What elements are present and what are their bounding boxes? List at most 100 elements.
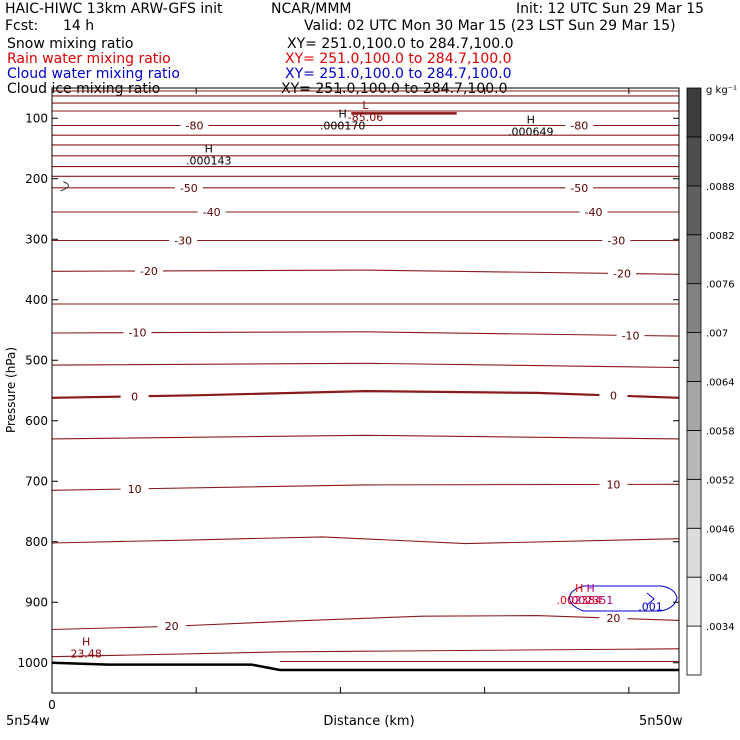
x-axis: 0: [48, 88, 630, 712]
isotherm-label: 0: [131, 390, 138, 403]
colorbar-swatch: [686, 185, 702, 236]
isotherm-5: [51, 434, 680, 440]
isotherm-label-bg: [599, 477, 628, 491]
field-rain-name: Rain water mixing ratio: [7, 51, 171, 67]
isotherm-label-bg: [120, 389, 149, 403]
plot-frame: [51, 87, 680, 694]
terrain-line: [51, 661, 679, 672]
colorbar-swatch: [686, 478, 702, 529]
colorbar-swatch: [686, 283, 702, 333]
y-axis-label: Pressure (hPa): [4, 347, 18, 433]
colorbar-label: .0052: [706, 475, 735, 486]
colorbar: .0034 .004 .0046 .0052 .0058 .0064 .007 .0076 .0…: [686, 87, 735, 676]
field-cloudwater-name: Cloud water mixing ratio: [7, 66, 180, 82]
extremum-h: H: [527, 114, 535, 127]
colorbar-swatch: [686, 381, 702, 431]
colorbar-swatch: [686, 430, 702, 480]
isotherm-20: [51, 615, 680, 631]
isotherm-label: -30: [607, 234, 625, 247]
extremum-value: .000170: [320, 120, 366, 133]
colorbar-swatch: [686, 625, 702, 676]
isotherm-label-bg: [599, 611, 628, 625]
x-end-location: 5n50w: [639, 714, 683, 729]
field-snow-name: Snow mixing ratio: [7, 36, 134, 52]
extremum-h: H: [82, 636, 90, 649]
y-tick-label: 800: [25, 535, 48, 549]
isotherm-label-bg: [174, 180, 203, 194]
model-title: HAIC-HIWC 13km ARW-GFS init: [5, 1, 223, 17]
colorbar-label: .0094: [706, 133, 735, 144]
y-tick-label: 200: [25, 172, 48, 186]
temperature-contours: -80 -80 -50 -50 -40 -40 -30 -30 -20 -20 -10 -10 0 0 10…: [51, 90, 680, 663]
isotherm-label: -40: [203, 206, 221, 219]
isotherm-label-bg: [157, 619, 186, 633]
colorbar-label: .0046: [706, 524, 735, 535]
isotherm-label: -30: [174, 234, 192, 247]
isotherm-label: -80: [570, 120, 588, 133]
extremum-h: H: [575, 582, 583, 595]
colorbar-swatch: [686, 234, 702, 285]
colorbar-label: .004: [706, 573, 728, 584]
fcst-label: Fcst:: [5, 18, 39, 34]
y-tick-label: 400: [25, 293, 48, 307]
isotherm-label: -50: [180, 182, 198, 195]
colorbar-label: .007: [706, 329, 728, 340]
extremum-h: H: [205, 143, 213, 156]
colorbar-swatch: [686, 87, 702, 138]
extremum-value: .002384: [557, 594, 603, 607]
small-contour-fragment: [60, 181, 69, 192]
field-snow-xsec: XY= 251.0,100.0 to 284.7,100.0: [287, 36, 514, 52]
cloud-water-arrow: [646, 592, 655, 606]
y-tick-label: 900: [25, 595, 48, 609]
extremum-value: 23.48: [70, 648, 102, 661]
isotherm-label-bg: [134, 263, 163, 277]
y-tick-label: 100: [25, 111, 48, 125]
isotherm-label-bg: [579, 205, 608, 219]
extremum-value: .000649: [508, 126, 554, 139]
isotherm-label-bg: [599, 388, 628, 402]
isotherm-22: [51, 648, 680, 658]
colorbar-label: .0082: [706, 231, 735, 242]
y-tick-label: 500: [25, 353, 48, 367]
isotherm-label-bg: [602, 233, 631, 247]
extremum-value: .000143: [186, 155, 232, 168]
y-tick-label: 1000: [17, 656, 48, 670]
isotherm-label-bg: [180, 118, 209, 132]
extremum-h: H: [339, 108, 347, 121]
isotherm-label-bg: [616, 328, 645, 342]
isotherm-label: -40: [585, 206, 603, 219]
colorbar-swatch: [686, 332, 702, 382]
org-label: NCAR/MMM: [271, 1, 352, 17]
colorbar-label: .0088: [706, 182, 735, 193]
isotherm-label-bg: [197, 205, 226, 219]
isotherm-10: [51, 483, 680, 491]
isotherm-label: -50: [570, 182, 588, 195]
x-start-location: 5n54w: [6, 714, 50, 729]
cloud-water-loop: [569, 585, 678, 612]
field-cloudwater-xsec: XY= 251.0,100.0 to 284.7,100.0: [285, 66, 512, 82]
isotherm-label: 10: [128, 483, 142, 496]
colorbar-label: .0058: [706, 426, 735, 437]
extremum-value: .002351: [568, 594, 614, 607]
isotherm--10: [51, 331, 680, 337]
extremum-l: L: [362, 99, 369, 112]
y-tick-label: 300: [25, 232, 48, 246]
field-markers: L-85.06H.000170 H.000649H.000143H23.48H.0…: [70, 99, 662, 661]
isotherm-label: 20: [606, 612, 620, 625]
isotherm-label: -20: [613, 268, 631, 281]
isotherm-label: -10: [622, 329, 640, 342]
valid-time: Valid: 02 UTC Mon 30 Mar 15 (23 LST Sun …: [304, 18, 676, 34]
field-cloudice-xsec: XY= 251.0,100.0 to 284.7,100.0: [281, 81, 508, 97]
isotherm-label-bg: [565, 118, 594, 132]
field-cloudice-name: Cloud ice mixing ratio: [7, 81, 161, 97]
colorbar-label: .0076: [706, 280, 735, 291]
isotherm--5: [51, 362, 680, 369]
isotherm-label: -80: [186, 120, 204, 133]
isotherm-15: [51, 536, 680, 545]
isotherm-label-bg: [565, 180, 594, 194]
terrain-line: [51, 661, 679, 672]
colorbar-swatch: [686, 136, 702, 187]
field-rain-xsec: XY= 251.0,100.0 to 284.7,100.0: [285, 51, 512, 67]
extremum-value: .001: [638, 600, 663, 613]
